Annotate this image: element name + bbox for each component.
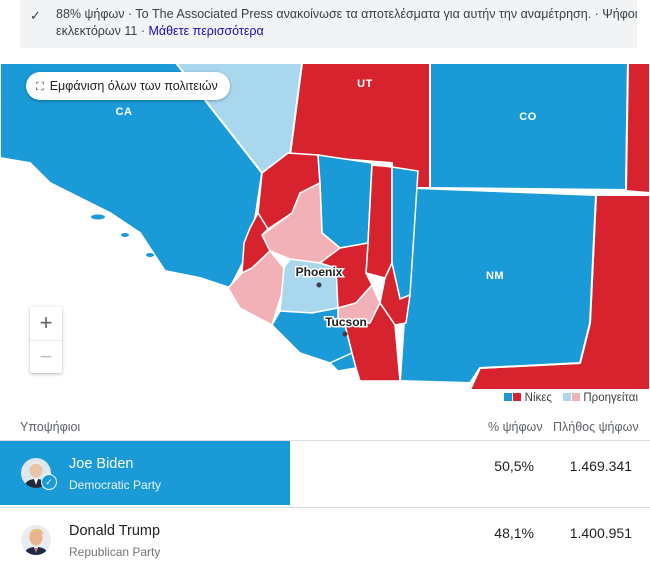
state-east-red-top[interactable] (624, 63, 650, 195)
legend-dem-win-swatch (504, 393, 513, 401)
zoom-controls: + − (30, 307, 62, 373)
candidate-party: Republican Party (69, 545, 161, 559)
winner-check-icon: ✓ (41, 474, 57, 490)
election-map[interactable]: UT CA CO NM Phoenix Tucson (0, 63, 650, 390)
state-co[interactable] (429, 63, 630, 192)
map-svg[interactable]: UT CA CO NM Phoenix Tucson (0, 63, 650, 390)
zoom-out-button[interactable]: − (30, 340, 62, 373)
state-nm[interactable] (398, 186, 598, 385)
zoom-in-button[interactable]: + (39, 310, 53, 335)
candidate-name: Joe Biden (69, 456, 134, 472)
legend-rep-win-swatch (513, 393, 522, 401)
county-coconino[interactable] (317, 154, 373, 249)
header-pct: % ψήφων (488, 420, 543, 434)
header-candidates: Υποψήφιοι (20, 420, 81, 434)
state-label-co: CO (519, 111, 537, 123)
show-all-label: Εμφάνιση όλων των πολιτειών (49, 79, 218, 93)
state-label-nm: NM (486, 270, 504, 282)
island (121, 233, 129, 237)
results-banner: ✓ 88% ψήφων · Το The Associated Press αν… (20, 0, 638, 48)
county-pima[interactable] (271, 307, 353, 364)
city-label-tucson: Tucson (325, 315, 367, 329)
expand-icon: ⛶ (36, 81, 44, 93)
candidate-pct: 50,5% (494, 458, 534, 474)
map-legend: Νίκες Προηγείται (504, 392, 638, 404)
learn-more-link[interactable]: Μάθετε περισσότερα (148, 24, 264, 38)
tucson-marker (342, 331, 348, 337)
candidate-row-biden[interactable]: ✓ Joe Biden Democratic Party 50,5% 1.469… (0, 441, 650, 505)
phoenix-marker (316, 282, 322, 288)
check-icon: ✓ (30, 8, 41, 23)
header-divider (0, 440, 650, 441)
banner-text: 88% ψήφων · Το The Associated Press ανακ… (56, 7, 638, 21)
banner-text-line2: εκλεκτόρων 11 · Μάθετε περισσότερα (56, 22, 264, 41)
avatar-trump (21, 525, 51, 555)
state-label-ut: UT (357, 78, 373, 90)
candidate-party: Democratic Party (69, 478, 162, 492)
candidate-votes: 1.469.341 (569, 458, 632, 474)
island (91, 214, 105, 220)
legend-dem-lead-swatch (563, 393, 572, 401)
electoral-votes-text: εκλεκτόρων 11 · (56, 24, 149, 38)
candidate-votes: 1.400.951 (569, 525, 632, 541)
candidate-pct: 48,1% (494, 525, 534, 541)
legend-wins-label: Νίκες (524, 392, 552, 404)
legend-leading-label: Προηγείται (583, 392, 638, 404)
city-label-phoenix: Phoenix (296, 265, 343, 279)
state-label-ca: CA (116, 106, 133, 118)
show-all-states-button[interactable]: ⛶ Εμφάνιση όλων των πολιτειών (26, 72, 230, 100)
candidate-row-trump[interactable]: Donald Trump Republican Party 48,1% 1.40… (0, 507, 650, 571)
candidate-name: Donald Trump (69, 523, 161, 539)
header-votes: Πλήθος ψήφων (553, 420, 639, 434)
county-cochise[interactable] (344, 301, 401, 382)
legend-rep-lead-swatch (572, 393, 581, 401)
island (146, 253, 154, 257)
